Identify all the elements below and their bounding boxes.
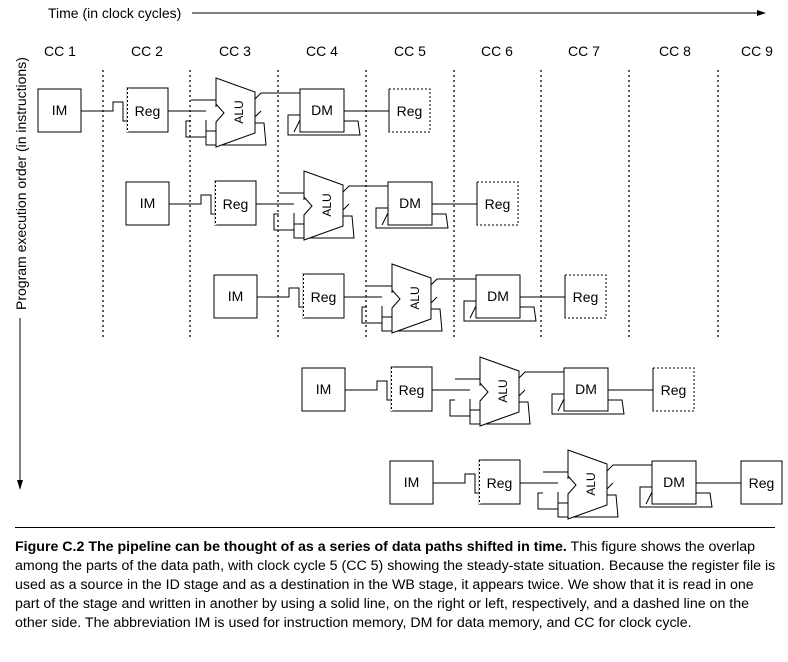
- reg-write-label: Reg: [397, 103, 423, 119]
- cc-label: CC 7: [568, 43, 600, 59]
- dm-label: DM: [575, 381, 597, 397]
- data-memory-box: [475, 274, 521, 319]
- register-file-read-box: [214, 180, 257, 226]
- instruction-row: IM Reg ALU DM Reg: [213, 263, 607, 334]
- alu-shape: [303, 170, 344, 241]
- reg-write-label: Reg: [485, 196, 511, 212]
- reg-read-label: Reg: [135, 103, 161, 119]
- data-memory-box: [387, 181, 433, 226]
- cc-label: CC 4: [306, 43, 338, 59]
- im-label: IM: [52, 102, 68, 118]
- instruction-memory-box: [389, 460, 434, 505]
- alu-shape: [567, 449, 608, 520]
- clock-cycle-labels: CC 1 CC 2 CC 3 CC 4 CC 5 CC 6 CC 7 CC 8 CC 9: [44, 43, 773, 59]
- alu-shape: [215, 77, 256, 148]
- cc-label: CC 1: [44, 43, 76, 59]
- cc-label: CC 3: [219, 43, 251, 59]
- dm-label: DM: [399, 195, 421, 211]
- instruction-memory-box: [125, 181, 170, 226]
- cc-label: CC 5: [394, 43, 426, 59]
- register-file-write-box: [564, 274, 607, 319]
- register-file-write-box: [652, 367, 695, 412]
- register-file-read-box: [302, 273, 345, 319]
- im-label: IM: [228, 288, 244, 304]
- pipeline-diagram: Time (in clock cycles) Program execution…: [13, 5, 783, 520]
- reg-write-label: Reg: [661, 382, 687, 398]
- instruction-row: IM Reg ALU DM Reg: [301, 356, 695, 427]
- reg-read-label: Reg: [311, 289, 337, 305]
- dm-label: DM: [663, 474, 685, 490]
- time-axis-arrowhead: [757, 10, 766, 16]
- instruction-row: IM Reg ALU DM Reg: [125, 170, 519, 241]
- cc-label: CC 8: [659, 43, 691, 59]
- alu-shape: [479, 356, 520, 427]
- time-axis-label: Time (in clock cycles): [48, 5, 181, 21]
- reg-read-label: Reg: [223, 196, 249, 212]
- im-label: IM: [316, 381, 332, 397]
- order-axis-label: Program execution order (in instructions…: [13, 57, 29, 310]
- im-label: IM: [404, 474, 420, 490]
- clock-cycle-dividers: [102, 70, 719, 340]
- figure-caption: Figure C.2 The pipeline can be thought o…: [15, 538, 777, 633]
- instruction-memory-box: [213, 274, 258, 319]
- figure-title: The pipeline can be thought of as a seri…: [88, 539, 567, 555]
- reg-write-label: Reg: [749, 475, 775, 491]
- data-memory-box: [563, 367, 609, 412]
- register-file-read-box: [126, 87, 169, 133]
- data-memory-box: [651, 460, 697, 505]
- reg-read-label: Reg: [399, 382, 425, 398]
- reg-read-label: Reg: [487, 475, 513, 491]
- alu-label: ALU: [232, 100, 246, 123]
- figure-id: Figure C.2: [15, 539, 85, 555]
- dm-label: DM: [311, 102, 333, 118]
- cc-label: CC 2: [131, 43, 163, 59]
- alu-shape: [391, 263, 432, 334]
- alu-label: ALU: [320, 193, 334, 216]
- register-file-write-box: [476, 181, 519, 226]
- register-file-write-box: [740, 460, 783, 505]
- alu-label: ALU: [408, 286, 422, 309]
- reg-write-label: Reg: [573, 289, 599, 305]
- caption-divider: [15, 527, 775, 528]
- dm-label: DM: [487, 288, 509, 304]
- instruction-row: IM Reg ALU DM Reg: [37, 77, 431, 148]
- register-file-write-box: [388, 88, 431, 133]
- data-memory-box: [299, 88, 345, 133]
- instruction-row: IM Reg ALU DM Reg: [389, 449, 783, 520]
- cc-label: CC 6: [481, 43, 513, 59]
- order-axis-arrowhead: [17, 480, 23, 490]
- instruction-memory-box: [37, 88, 82, 133]
- instruction-memory-box: [301, 367, 346, 412]
- figure-body: This figure shows the overlap among the …: [15, 539, 776, 631]
- alu-label: ALU: [584, 472, 598, 495]
- im-label: IM: [140, 195, 156, 211]
- register-file-read-box: [478, 459, 521, 505]
- cc-label: CC 9: [741, 43, 773, 59]
- alu-label: ALU: [496, 379, 510, 402]
